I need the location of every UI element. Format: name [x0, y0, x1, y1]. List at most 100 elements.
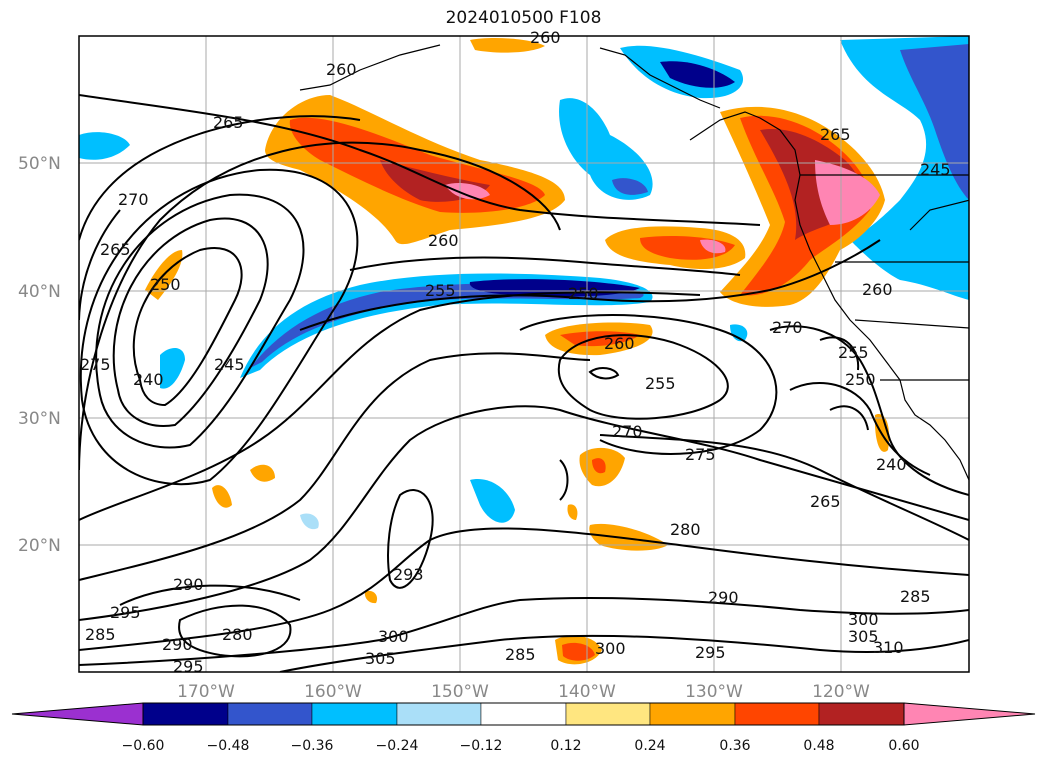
colorbar-bin [734, 702, 820, 726]
contour-label: 285 [900, 587, 931, 606]
contour-label: 275 [80, 355, 111, 374]
contour-label: 245 [920, 160, 951, 179]
colorbar: −0.60 −0.48 −0.36 −0.24 −0.12 0.12 0.24 … [11, 702, 1036, 754]
contour-label: 310 [873, 638, 904, 657]
contour-label: 255 [838, 343, 869, 362]
colorbar-bin [142, 702, 229, 726]
colorbar-tick-label: −0.48 [207, 738, 250, 754]
shade-blue-small-4 [300, 513, 319, 530]
shade-blue-band [240, 273, 653, 378]
contour-label: 290 [162, 635, 193, 654]
contour-label: 245 [214, 355, 245, 374]
colorbar-tick-label: −0.12 [460, 738, 503, 754]
contour-label: 265 [213, 113, 244, 132]
shade-pink-mid [700, 239, 726, 254]
colorbar-bin [311, 702, 398, 726]
contour-label: 260 [530, 28, 561, 47]
contour-label: 250 [845, 370, 876, 389]
contour-label: 250 [150, 275, 181, 294]
colorbar-bin [227, 702, 313, 726]
colorbar-bin [565, 702, 651, 726]
contour-label: 270 [118, 190, 149, 209]
contour-label: 300 [378, 627, 409, 646]
colorbar-tick-label: −0.60 [122, 738, 165, 754]
colorbar-tick-label: −0.36 [291, 738, 334, 754]
contour-label: 260 [604, 334, 635, 353]
lat-label: 20°N [18, 536, 61, 556]
contour-label: 255 [425, 281, 456, 300]
map-frame [78, 35, 970, 673]
contour-label: 280 [670, 520, 701, 539]
colorbar-tick-label: 0.60 [888, 738, 919, 754]
shade-navy-alaska [660, 61, 735, 88]
contour-label: 265 [810, 492, 841, 511]
latitude-labels: 50°N 40°N 30°N 20°N [18, 154, 61, 556]
shaded-field [79, 36, 969, 665]
lat-label: 30°N [18, 409, 61, 429]
lon-label: 160°W [304, 682, 362, 702]
shade-pink-coast [815, 160, 880, 225]
contour-label: 260 [862, 280, 893, 299]
contour-label: 280 [222, 625, 253, 644]
shade-orange-small-4 [250, 464, 275, 482]
contour-label: 293 [393, 565, 424, 584]
lat-label: 50°N [18, 154, 61, 174]
contour-label: 260 [326, 60, 357, 79]
contour-label: 295 [173, 657, 204, 676]
shade-blue-band-core [250, 282, 644, 368]
colorbar-tick-label: 0.36 [719, 738, 750, 754]
colorbar-bin [396, 702, 482, 726]
shade-orange-small-5 [212, 485, 232, 508]
longitude-labels: 170°W 160°W 150°W 140°W 130°W 120°W [177, 682, 870, 702]
shade-blue-canada-core [900, 44, 969, 200]
contour-label: 300 [595, 639, 626, 658]
contour-label: 300 [848, 610, 879, 629]
map-title: 2024010500 F108 [445, 8, 602, 28]
contour-label: 290 [173, 575, 204, 594]
contour-label: 240 [876, 455, 907, 474]
contour-label: 270 [612, 422, 643, 441]
lon-label: 130°W [685, 682, 743, 702]
shade-orange-small-2 [589, 523, 668, 551]
shade-orange-small-6 [470, 38, 545, 53]
coastlines [299, 44, 969, 481]
shade-red-small-1 [592, 458, 606, 474]
contour-label: 305 [365, 649, 396, 668]
contour-label: 250 [568, 284, 599, 303]
contours [79, 94, 969, 672]
colorbar-bin [818, 702, 905, 726]
shade-blue-north-core [612, 178, 648, 195]
shade-orange-small-9 [567, 504, 578, 520]
contour-label: 305 [848, 627, 879, 646]
contour-label: 260 [428, 231, 459, 250]
lon-label: 120°W [812, 682, 870, 702]
contour-label: 270 [772, 318, 803, 337]
lon-label: 170°W [177, 682, 235, 702]
shade-blue-west [79, 132, 130, 160]
shade-blue-small-2 [470, 479, 515, 523]
contour-label: 295 [695, 643, 726, 662]
lon-label: 150°W [431, 682, 489, 702]
contour-labels: 260 260 265 270 265 250 240 245 275 260 … [80, 28, 951, 676]
shade-blue-small-1 [160, 348, 185, 389]
contour-label: 290 [708, 588, 739, 607]
shade-pink-north [445, 183, 490, 200]
contour-label: 295 [110, 603, 141, 622]
colorbar-bin [480, 702, 567, 726]
contour-label: 285 [85, 625, 116, 644]
contour-label: 265 [100, 240, 131, 259]
contour-label: 265 [820, 125, 851, 144]
contour-label: 240 [133, 370, 164, 389]
colorbar-tick-label: −0.24 [376, 738, 419, 754]
contour-label: 275 [685, 445, 716, 464]
shade-orange-small-8 [364, 590, 378, 604]
colorbar-tick-label: 0.12 [550, 738, 581, 754]
shade-blue-north [559, 98, 653, 200]
contour-label: 255 [645, 374, 676, 393]
lat-label: 40°N [18, 282, 61, 302]
colorbar-tick-label: 0.48 [803, 738, 834, 754]
lon-label: 140°W [558, 682, 616, 702]
colorbar-bin [649, 702, 736, 726]
contour-label: 285 [505, 645, 536, 664]
